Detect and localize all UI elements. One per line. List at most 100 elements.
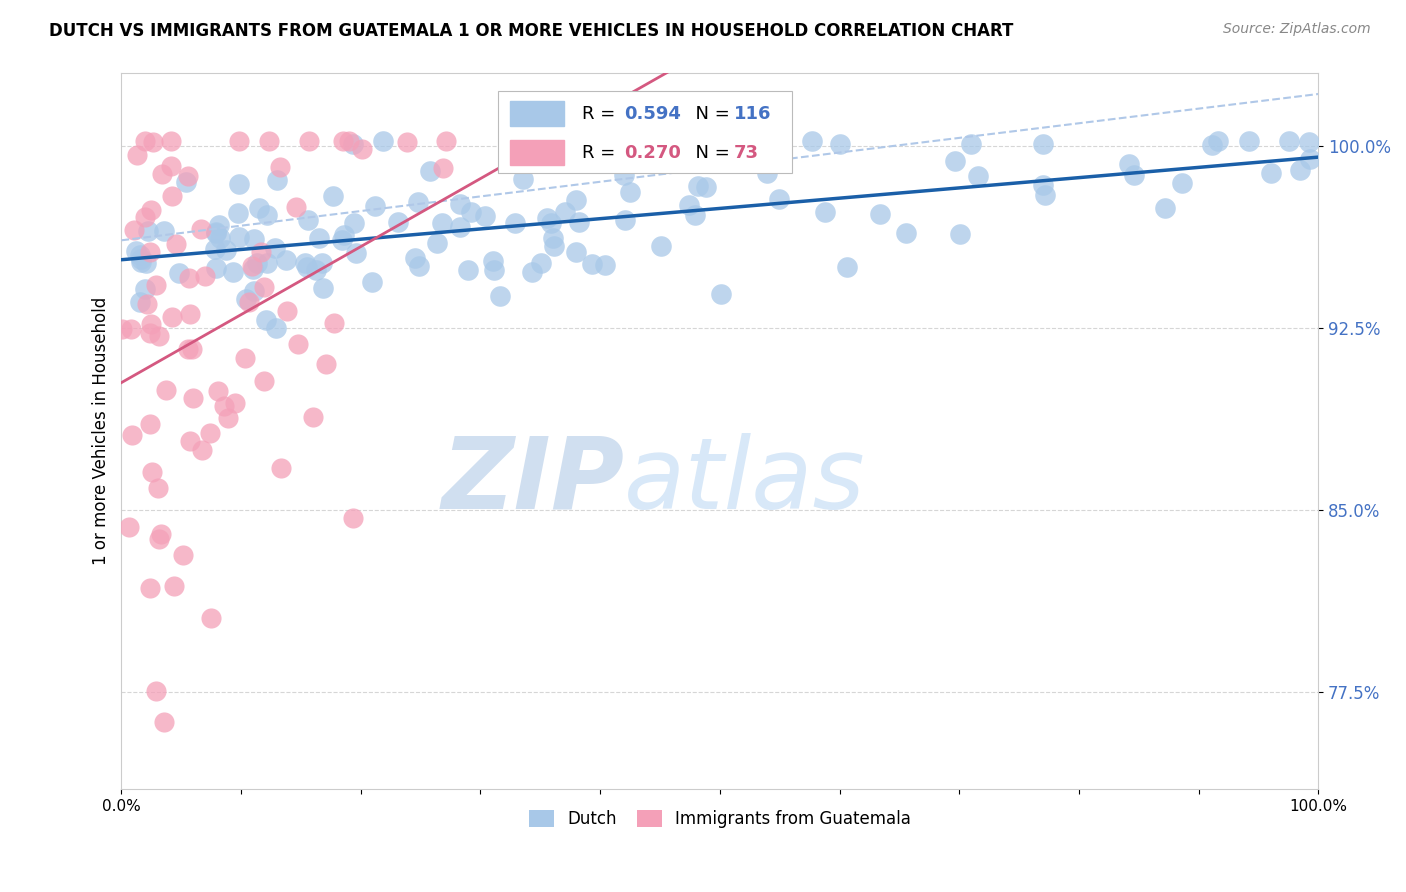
Point [619,185,641,199]
Point [436,134,458,148]
Point [295,260,318,275]
Point [150,526,173,541]
Text: 73: 73 [734,144,759,161]
Point [217,411,239,425]
Point [302,410,325,425]
Point [215,243,238,257]
Point [146,481,169,495]
Point [1201,138,1223,153]
Point [256,255,278,269]
Point [342,137,364,152]
Point [204,243,226,257]
Y-axis label: 1 or more Vehicles in Household: 1 or more Vehicles in Household [93,297,110,566]
Point [253,280,276,294]
Text: N =: N = [683,104,735,122]
Point [800,134,823,148]
Point [205,261,228,276]
Point [565,193,588,207]
Point [835,260,858,274]
Point [1171,176,1194,190]
Point [270,461,292,475]
Point [945,154,967,169]
Point [449,197,471,211]
Point [484,263,506,277]
Point [312,281,335,295]
Point [243,232,266,246]
Point [208,218,231,232]
Text: atlas: atlas [624,433,866,530]
Point [181,342,204,356]
Point [136,297,159,311]
Point [159,134,181,148]
Point [404,252,426,266]
Point [1299,153,1322,167]
Point [960,137,983,152]
Point [181,391,204,405]
Point [768,193,790,207]
Point [419,163,441,178]
Point [285,200,308,214]
Point [264,321,287,335]
Point [145,683,167,698]
Point [256,208,278,222]
Point [179,434,201,449]
Point [155,383,177,397]
Point [489,289,512,303]
Point [297,212,319,227]
Point [1032,178,1054,193]
Text: R =: R = [582,104,621,122]
Point [1289,163,1312,178]
Point [148,329,170,343]
Point [540,216,562,230]
Point [191,443,214,458]
Point [257,134,280,148]
Point [138,224,160,238]
Point [343,217,366,231]
Legend: Dutch, Immigrants from Guatemala: Dutch, Immigrants from Guatemala [522,803,918,835]
Point [522,265,544,279]
Point [350,142,373,156]
Point [264,241,287,255]
Point [242,284,264,298]
Point [167,266,190,280]
Point [266,173,288,187]
Point [678,198,700,212]
Point [121,428,143,442]
Point [543,239,565,253]
Point [755,166,778,180]
Point [179,271,201,285]
Point [332,134,354,148]
Point [564,244,586,259]
Point [274,253,297,268]
Point [1033,187,1056,202]
Point [150,167,173,181]
Point [966,169,988,183]
Point [613,169,636,183]
Point [1118,156,1140,170]
Point [305,262,328,277]
Point [131,255,153,269]
Point [204,226,226,240]
Point [138,417,160,432]
Point [333,228,356,243]
Point [342,511,364,525]
Point [894,227,917,241]
Point [568,214,591,228]
Point [172,548,194,562]
Point [430,216,453,230]
Point [120,322,142,336]
Text: Source: ZipAtlas.com: Source: ZipAtlas.com [1223,22,1371,37]
Text: 0.594: 0.594 [624,104,681,122]
Point [426,235,449,250]
Point [432,161,454,175]
Point [127,148,149,162]
Point [830,136,852,151]
Point [222,264,245,278]
Point [387,215,409,229]
Point [1032,137,1054,152]
Text: 116: 116 [734,104,772,122]
Point [207,384,229,398]
Point [344,245,367,260]
Bar [510,140,564,165]
Point [949,227,972,241]
